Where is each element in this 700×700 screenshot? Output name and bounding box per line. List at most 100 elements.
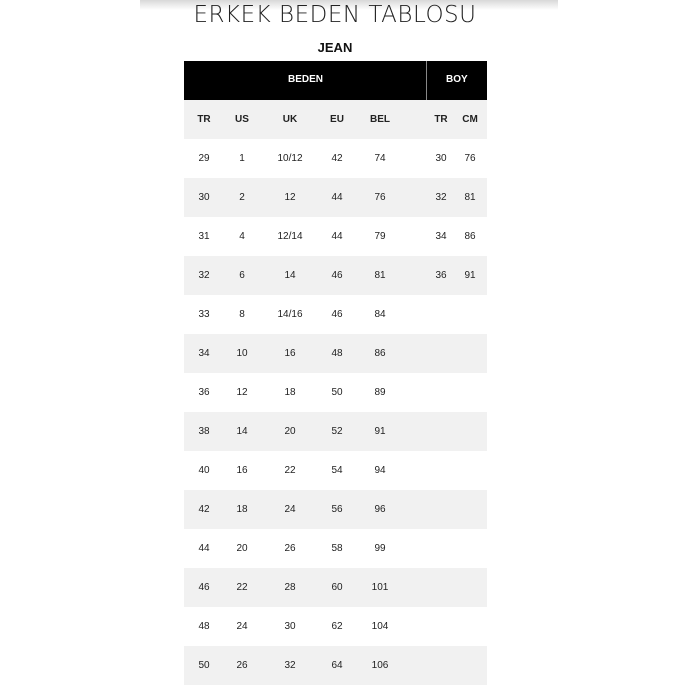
table-cell: 28 [284,582,296,593]
table-cell: 64 [331,660,343,671]
group-boy: BOY [446,74,468,85]
table-cell: 26 [236,660,248,671]
table-cell: 76 [374,192,386,203]
table-cell: 46 [331,309,343,320]
table-cell: 18 [236,504,248,515]
table-row: 34 10 16 48 86 [184,334,487,373]
column-header: TR [197,114,211,125]
table-cell: 91 [464,270,476,281]
table-cell: 8 [239,309,245,320]
table-cell: 12 [284,192,296,203]
table-cell: 4 [239,231,245,242]
table-row: 48 24 30 62 104 [184,607,487,646]
column-header: UK [282,114,298,125]
table-cell: 32 [435,192,447,203]
table-cell: 46 [331,270,343,281]
table-cell: 32 [198,270,210,281]
table-cell: 81 [374,270,386,281]
table-cell: 36 [198,387,210,398]
column-header: US [235,114,249,125]
table-cell: 96 [374,504,386,515]
table-row: 30 2 12 44 76 32 81 [184,178,487,217]
table-cell: 56 [331,504,343,515]
table-row: 42 18 24 56 96 [184,490,487,529]
table-cell: 40 [198,465,210,476]
table-cell: 14/16 [277,309,303,320]
table-cell: 38 [198,426,210,437]
table-cell: 54 [331,465,343,476]
table-cell: 52 [331,426,343,437]
table-cell: 89 [374,387,386,398]
column-header: EU [330,114,344,125]
table-row: 46 22 28 60 101 [184,568,487,607]
table-cell: 48 [331,348,343,359]
table-cell: 62 [331,621,343,632]
table-row: 31 4 12/14 44 79 34 86 [184,217,487,256]
table-cell: 30 [284,621,296,632]
table-cell: 101 [371,582,389,593]
table-cell: 106 [371,660,389,671]
table-cell: 86 [374,348,386,359]
table-cell: 30 [198,192,210,203]
table-row: 44 20 26 58 99 [184,529,487,568]
group-beden: BEDEN [288,74,324,85]
table-row: 36 12 18 50 89 [184,373,487,412]
table-cell: 76 [464,153,476,164]
table-row: 32 6 14 46 81 36 91 [184,256,487,295]
table-cell: 48 [198,621,210,632]
table-cell: 74 [374,153,386,164]
table-cell: 12 [236,387,248,398]
table-row: 29 1 10/12 42 74 30 76 [184,139,487,178]
column-header-row: TR US UK EU BEL TR CM [184,100,487,139]
table-cell: 94 [374,465,386,476]
table-cell: 10/12 [277,153,303,164]
table-cell: 36 [435,270,447,281]
table-cell: 24 [236,621,248,632]
table-cell: 34 [435,231,447,242]
table-row: 50 26 32 64 106 [184,646,487,685]
table-cell: 42 [331,153,343,164]
table-cell: 42 [198,504,210,515]
table-row: 38 14 20 52 91 [184,412,487,451]
table-cell: 81 [464,192,476,203]
table-cell: 58 [331,543,343,554]
column-header: CM [462,114,478,125]
table-cell: 29 [198,153,210,164]
group-divider [426,61,427,100]
table-cell: 50 [331,387,343,398]
table-cell: 44 [331,192,343,203]
table-cell: 31 [198,231,210,242]
table-cell: 2 [239,192,245,203]
table-cell: 20 [284,426,296,437]
table-cell: 12/14 [277,231,303,242]
table-cell: 50 [198,660,210,671]
table-cell: 30 [435,153,447,164]
table-cell: 86 [464,231,476,242]
column-header: BEL [370,114,390,125]
table-cell: 10 [236,348,248,359]
table-cell: 6 [239,270,245,281]
table-cell: 60 [331,582,343,593]
group-header: BEDEN BOY [184,61,487,100]
table-subtitle: JEAN [317,40,353,55]
table-cell: 22 [236,582,248,593]
table-cell: 33 [198,309,210,320]
top-shadow-bar [140,0,558,10]
table-cell: 20 [236,543,248,554]
table-cell: 99 [374,543,386,554]
column-header: TR [434,114,448,125]
table-cell: 14 [236,426,248,437]
page-title: ERKEK BEDEN TABLOSU [193,2,477,28]
table-cell: 46 [198,582,210,593]
table-cell: 91 [374,426,386,437]
table-cell: 16 [236,465,248,476]
table-cell: 24 [284,504,296,515]
table-cell: 32 [284,660,296,671]
table-cell: 44 [198,543,210,554]
table-cell: 79 [374,231,386,242]
table-cell: 18 [284,387,296,398]
table-cell: 104 [371,621,389,632]
table-cell: 84 [374,309,386,320]
table-cell: 14 [284,270,296,281]
table-cell: 26 [284,543,296,554]
